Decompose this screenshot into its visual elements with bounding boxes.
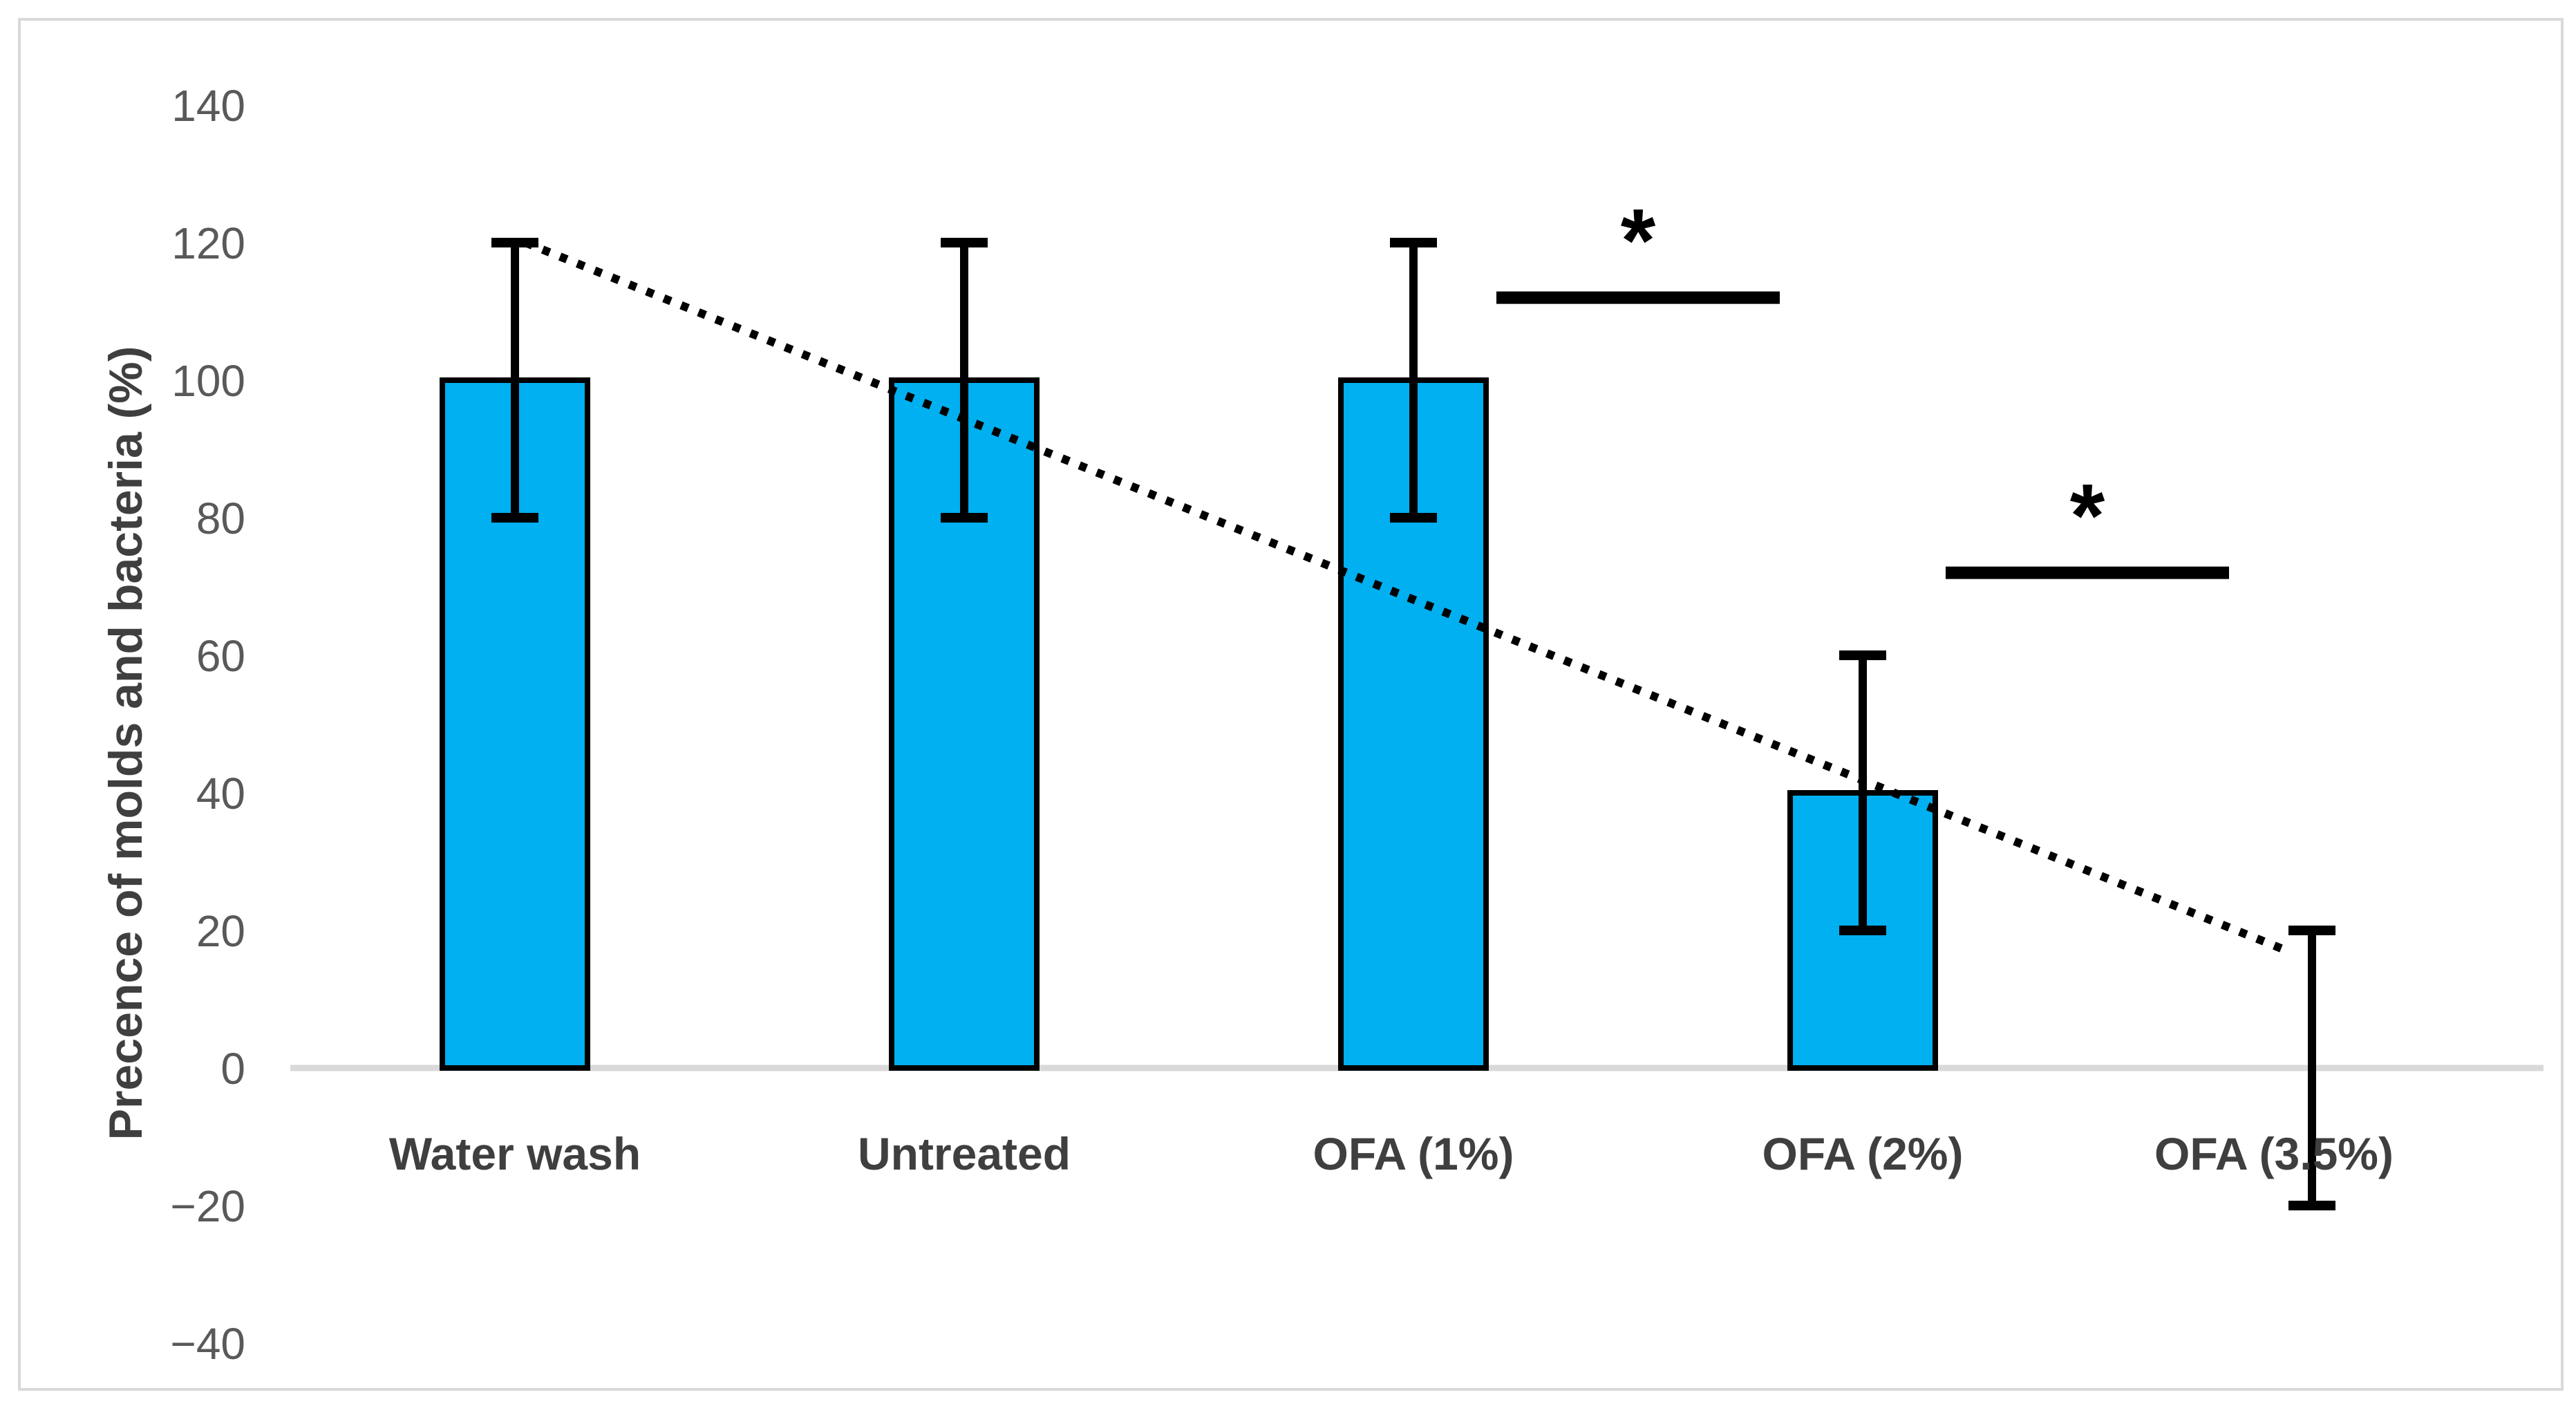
significance-layer: ** bbox=[1496, 190, 2229, 579]
error-bar bbox=[1839, 650, 1886, 935]
y-tick-label: −20 bbox=[170, 1181, 245, 1231]
y-tick-label: 120 bbox=[171, 218, 245, 268]
labels-layer: Water wash Untreated OFA (1%) OFA (2%) OFA (… bbox=[389, 1128, 2394, 1179]
error-bar bbox=[941, 238, 988, 523]
x-category-label: Water wash bbox=[389, 1128, 641, 1179]
error-bar bbox=[1390, 238, 1437, 523]
x-category-label: OFA (1%) bbox=[1313, 1128, 1514, 1179]
y-tick-label: −40 bbox=[170, 1319, 245, 1369]
significance-marker: * bbox=[1496, 190, 1780, 304]
x-category-label: OFA (2%) bbox=[1762, 1128, 1964, 1179]
significance-asterisk: * bbox=[1621, 190, 1656, 291]
y-tick-label: 140 bbox=[171, 81, 245, 131]
axis-layer: 140 120 100 80 60 40 20 0 −20 −40 bbox=[170, 81, 2544, 1369]
y-tick-label: 40 bbox=[196, 769, 245, 818]
y-tick-label: 0 bbox=[220, 1044, 245, 1094]
y-axis-title: Precence of molds and bacteria (%) bbox=[100, 346, 152, 1141]
y-tick-label: 100 bbox=[171, 356, 245, 406]
error-bars-layer bbox=[491, 238, 2335, 1210]
x-category-label: OFA (3.5%) bbox=[2154, 1128, 2394, 1179]
x-category-label: Untreated bbox=[858, 1128, 1071, 1179]
error-bar bbox=[2288, 926, 2335, 1210]
y-tick-label: 20 bbox=[196, 906, 245, 956]
significance-marker: * bbox=[1946, 465, 2229, 579]
y-tick-label: 80 bbox=[196, 494, 245, 543]
chart-frame bbox=[18, 18, 2564, 1391]
significance-asterisk: * bbox=[2070, 465, 2105, 566]
y-tick-label: 60 bbox=[196, 631, 245, 681]
